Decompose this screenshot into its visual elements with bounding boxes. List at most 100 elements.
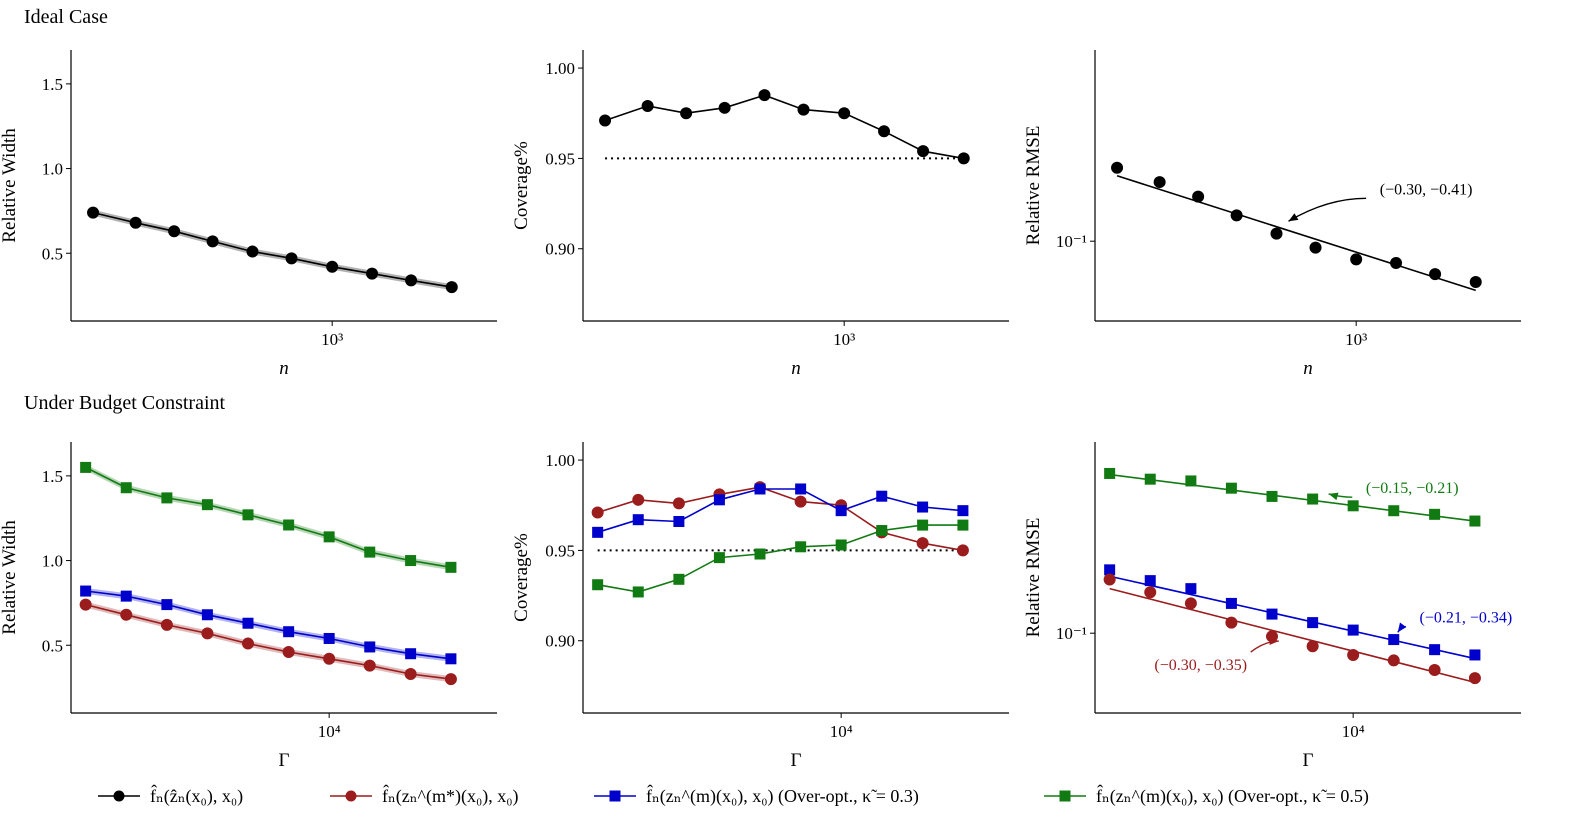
legend-label: f̂ₙ(zₙ^(m*)(x₀), x₀) (382, 785, 519, 806)
data-point-circle (1387, 654, 1400, 667)
data-point-square (1266, 608, 1278, 620)
fit-line (1109, 575, 1476, 660)
data-point-circle (794, 495, 807, 508)
data-point-circle (405, 274, 418, 287)
fit-line (1109, 473, 1476, 522)
data-point-circle (323, 652, 336, 665)
data-point-square (754, 548, 766, 560)
legend-item-kappa-03: f̂ₙ(zₙ^(m)(x₀), x₀) (Over-opt., κ̃ = 0.3… (592, 778, 919, 814)
data-point-square (1388, 505, 1400, 517)
data-point-square (120, 590, 132, 602)
legend-marker-black-circle (98, 790, 140, 802)
data-point-square (283, 626, 295, 638)
data-point-square (1225, 597, 1237, 609)
data-point-square (161, 599, 173, 611)
y-axis-label: Relative RMSE (1023, 126, 1044, 246)
x-tick-label: 10⁴ (318, 722, 341, 741)
legend: f̂ₙ(ẑₙ(x₀), x₀) f̂ₙ(zₙ^(m*)(x₀), x₀) f̂ₙ… (96, 778, 1536, 814)
data-point-circle (1230, 209, 1243, 222)
data-point-square (1307, 617, 1319, 629)
x-tick-label: 10³ (321, 330, 343, 349)
data-point-circle (758, 89, 771, 102)
data-point-circle (1390, 256, 1403, 269)
data-point-circle (957, 152, 970, 165)
data-point-circle (168, 225, 181, 238)
data-point-square (1185, 475, 1197, 487)
data-point-square (445, 653, 457, 665)
data-point-square (1347, 624, 1359, 636)
data-point-circle (79, 598, 92, 611)
series-line (597, 524, 963, 593)
fit-line (1116, 175, 1476, 292)
data-point-circle (1225, 616, 1238, 629)
series-line (597, 488, 963, 534)
data-point-circle (1270, 227, 1283, 240)
data-point-circle (672, 497, 685, 510)
series-band (85, 601, 451, 683)
legend-marker-green-square (1044, 790, 1086, 802)
annotation-arrowhead (1328, 492, 1339, 501)
data-point-square (917, 519, 929, 531)
data-point-circle (1468, 672, 1481, 685)
data-point-square (835, 539, 847, 551)
data-point-circle (599, 114, 612, 127)
data-point-square (201, 609, 213, 621)
y-axis-label: Coverage% (511, 533, 532, 622)
data-point-circle (285, 252, 298, 265)
data-point-square (1144, 575, 1156, 587)
data-point-square (795, 483, 807, 495)
y-tick-label: 10⁻¹ (1056, 624, 1087, 643)
data-point-square (323, 531, 335, 543)
y-axis-label: Relative Width (0, 520, 20, 635)
data-point-circle (718, 101, 731, 114)
data-point-circle (282, 646, 295, 659)
data-point-circle (1153, 176, 1166, 189)
y-tick-label: 1.00 (545, 451, 575, 470)
data-point-circle (366, 267, 379, 280)
series-band (93, 209, 452, 291)
legend-item-kappa-05: f̂ₙ(zₙ^(m)(x₀), x₀) (Over-opt., κ̃ = 0.5… (1042, 778, 1369, 814)
data-point-square (1347, 500, 1359, 512)
x-tick-label: 10⁴ (830, 722, 853, 741)
data-point-circle (916, 537, 929, 550)
data-point-circle (1347, 648, 1360, 661)
data-point-circle (1192, 190, 1205, 203)
y-tick-label: 0.5 (42, 636, 63, 655)
data-point-square (876, 525, 888, 537)
annotation-arrow (1288, 197, 1367, 222)
slope-annotation: (−0.21, −0.34) (1420, 610, 1513, 627)
data-point-circle (363, 659, 376, 672)
data-point-circle (878, 125, 891, 138)
data-point-square (632, 514, 644, 526)
y-tick-label: 1.00 (545, 59, 575, 78)
x-axis-label: Γ (791, 750, 802, 771)
annotation-arrowhead (1397, 622, 1407, 633)
data-point-circle (917, 145, 930, 158)
data-point-square (1104, 467, 1116, 479)
data-point-square (1104, 564, 1116, 576)
series-line (604, 94, 964, 160)
data-point-circle (1103, 573, 1116, 586)
data-point-square (201, 499, 213, 511)
data-point-circle (1469, 276, 1482, 289)
data-point-square (592, 579, 604, 591)
data-point-square (364, 641, 376, 653)
legend-item-m-star: f̂ₙ(zₙ^(m*)(x₀), x₀) (328, 778, 519, 814)
data-point-circle (129, 216, 142, 229)
y-tick-label: 0.95 (545, 541, 575, 560)
y-tick-label: 0.5 (42, 244, 63, 263)
chart-top-rmse: 10⁻¹ 10³ n Relative RMSE (−0.30, −0.41) (1023, 50, 1521, 379)
data-point-circle (1350, 253, 1363, 266)
data-point-circle (1429, 268, 1442, 281)
annotation-arrowhead (1269, 637, 1279, 645)
data-point-circle (326, 260, 339, 273)
data-point-square (323, 632, 335, 644)
data-point-circle (1428, 664, 1441, 677)
data-point-circle (445, 281, 458, 294)
data-point-square (405, 648, 417, 660)
data-point-square (1469, 515, 1481, 527)
data-point-square (592, 526, 604, 538)
data-point-circle (87, 206, 100, 219)
